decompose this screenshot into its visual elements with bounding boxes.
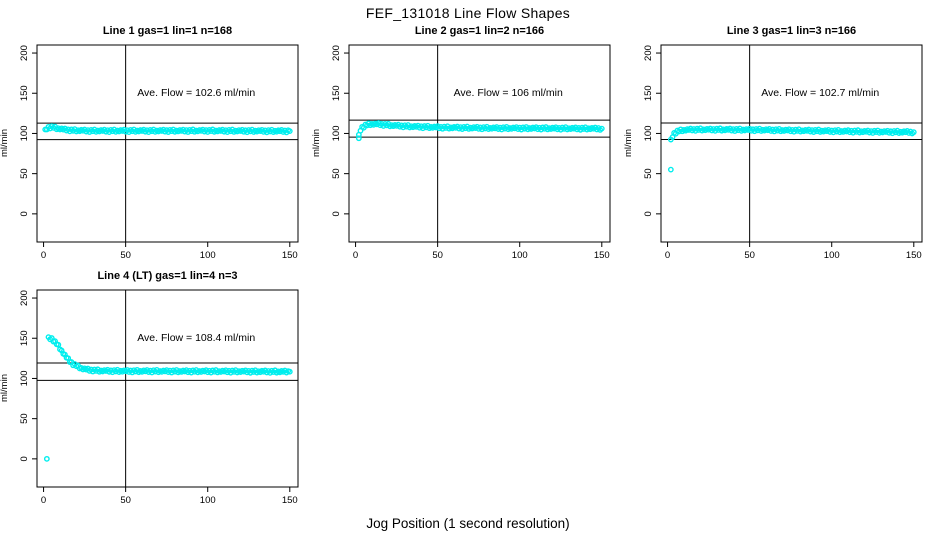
x-tick-label: 150	[594, 250, 610, 261]
y-tick-label: 100	[19, 371, 30, 387]
x-tick-label: 150	[282, 250, 298, 261]
y-tick-label: 150	[643, 85, 654, 101]
y-tick-label: 50	[19, 413, 30, 424]
y-tick-label: 0	[19, 211, 30, 216]
plot-box	[36, 44, 299, 243]
x-axis-label: Jog Position (1 second resolution)	[366, 516, 570, 531]
y-tick-label: 100	[19, 126, 30, 142]
plot-box	[348, 44, 611, 243]
y-tick-label: 50	[331, 168, 342, 179]
plot-svg-line1: 0 50 100 150 0 50 100 150 200 Ave. Flow = 102.6 m…	[19, 44, 299, 261]
y-tick-label: 200	[643, 45, 654, 61]
data-point	[286, 368, 293, 375]
x-tick-label: 100	[200, 495, 216, 506]
y-tick-label: 150	[331, 85, 342, 101]
y-tick-label: 50	[19, 168, 30, 179]
data-point	[286, 128, 293, 135]
plot-svg-line3: 0 50 100 150 0 50 100 150 200 Ave. Flow = 102.7 m…	[643, 44, 923, 261]
outlier-point	[355, 135, 362, 142]
subplot-title: Line 3 gas=1 lin=3 n=166	[726, 25, 857, 37]
subplot-title: Line 4 (LT) gas=1 lin=4 n=3	[97, 270, 238, 282]
x-tick-label: 50	[744, 250, 755, 261]
ave-flow-annotation: Ave. Flow = 108.4 ml/min	[137, 332, 255, 344]
x-tick-label: 100	[824, 250, 840, 261]
x-tick-label: 150	[906, 250, 922, 261]
ave-flow-annotation: Ave. Flow = 102.7 ml/min	[761, 87, 879, 99]
subplot-line4: Line 4 (LT) gas=1 lin=4 n=3 ml/min 0 50 10…	[0, 267, 312, 512]
x-tick-label: 0	[353, 250, 358, 261]
ave-flow-annotation: Ave. Flow = 102.6 ml/min	[137, 87, 255, 99]
y-tick-label: 200	[19, 45, 30, 61]
x-tick-label: 0	[41, 495, 46, 506]
outlier-point	[667, 166, 674, 173]
page-title: FEF_131018 Line Flow Shapes	[365, 5, 571, 21]
plot-box	[660, 44, 923, 243]
x-tick-label: 150	[282, 495, 298, 506]
y-tick-label: 100	[643, 126, 654, 142]
data-point	[910, 129, 917, 136]
y-tick-label: 150	[19, 330, 30, 346]
x-tick-label: 50	[120, 495, 131, 506]
x-tick-label: 50	[120, 250, 131, 261]
subplot-title: Line 2 gas=1 lin=2 n=166	[414, 25, 545, 37]
data-point	[598, 125, 605, 132]
y-tick-label: 0	[19, 456, 30, 461]
x-tick-label: 100	[512, 250, 528, 261]
subplot-line3: Line 3 gas=1 lin=3 n=166 ml/min 0 50 100 15…	[623, 22, 936, 267]
y-tick-label: 50	[643, 168, 654, 179]
outlier-point	[43, 455, 50, 462]
ave-flow-annotation: Ave. Flow = 106 ml/min	[454, 87, 563, 99]
y-tick-label: 0	[331, 211, 342, 216]
x-tick-label: 50	[432, 250, 443, 261]
plot-svg-line4: 0 50 100 150 0 50 100 150 200 Ave. Flow = 108.4 m…	[19, 289, 299, 506]
y-tick-label: 100	[331, 126, 342, 142]
plot-box	[36, 289, 299, 488]
y-tick-label: 200	[331, 45, 342, 61]
y-tick-label: 150	[19, 85, 30, 101]
x-tick-label: 0	[665, 250, 670, 261]
subplot-line2: Line 2 gas=1 lin=2 n=166 ml/min 0 50 100 15…	[311, 22, 624, 267]
y-tick-label: 200	[19, 290, 30, 306]
x-tick-label: 0	[41, 250, 46, 261]
subplot-line1: Line 1 gas=1 lin=1 n=168 ml/min 0 50 100 15…	[0, 22, 312, 267]
x-tick-label: 100	[200, 250, 216, 261]
subplot-title: Line 1 gas=1 lin=1 n=168	[102, 25, 233, 37]
y-tick-label: 0	[643, 211, 654, 216]
plot-svg-line2: 0 50 100 150 0 50 100 150 200 Ave. Flow = 106 ml/…	[331, 44, 611, 261]
